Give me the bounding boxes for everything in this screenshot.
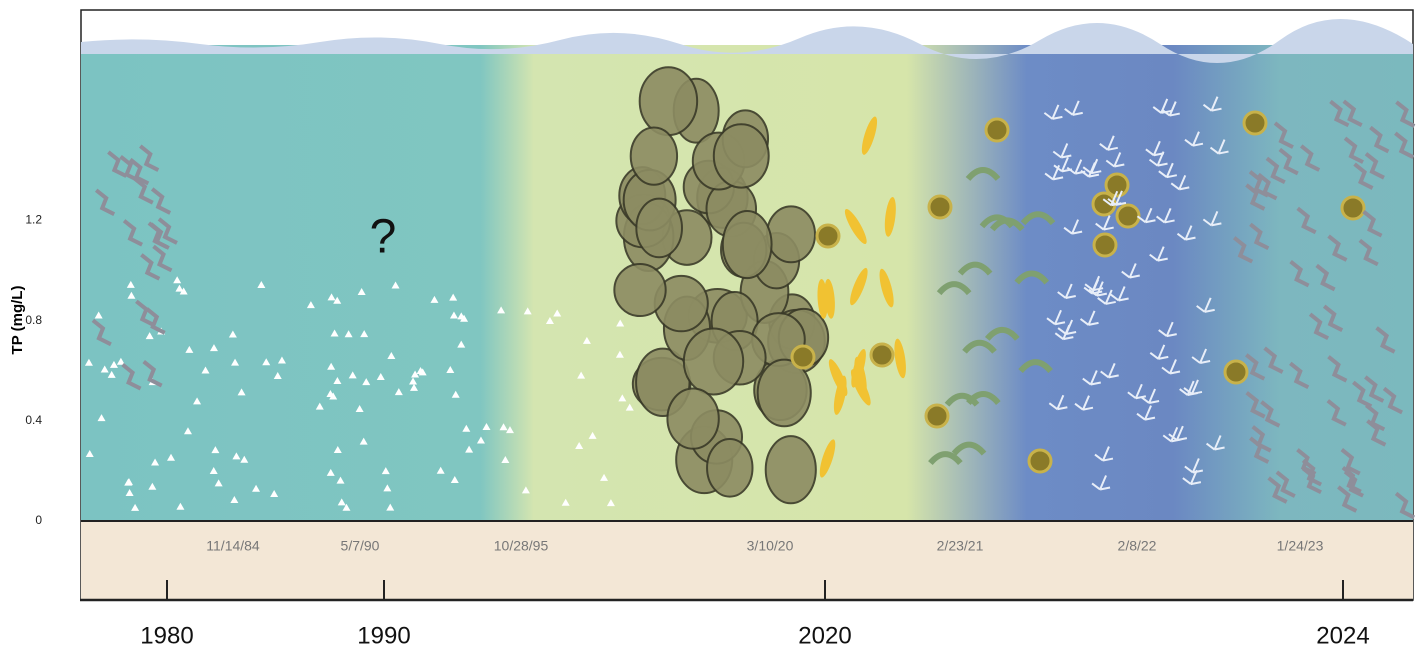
date-label: 11/14/84 [206,538,260,554]
cell [792,346,814,368]
colony [640,67,697,135]
y-tick-label: 0.8 [25,313,42,327]
cell [871,344,893,366]
cell [1094,234,1116,256]
year-label: 1980 [140,622,193,649]
colony [684,329,743,395]
colony [631,127,677,184]
colony [714,124,769,187]
colony [636,199,682,258]
y-axis-label: TP (mg/L) [9,286,26,355]
cell [1029,450,1051,472]
date-label: 2/8/22 [1118,538,1157,554]
y-tick-label: 0.4 [25,413,42,427]
y-tick-label: 0 [35,513,42,527]
infographic: TP (mg/L) ? 0 0.4 0.8 1.2 11/14/84 5/7/90 10/2… [0,0,1421,653]
colony [767,206,815,262]
colony [707,439,752,497]
cell [1225,361,1247,383]
date-label: 2/23/21 [937,538,984,554]
cell [1342,197,1364,219]
year-label: 2024 [1316,622,1369,649]
colony [614,264,665,316]
cell [1117,205,1139,227]
year-label: 2020 [798,622,851,649]
date-label: 10/28/95 [494,538,549,554]
colony [723,211,772,278]
cell [929,196,951,218]
colony [766,436,816,503]
date-label: 5/7/90 [341,538,380,554]
cell [926,405,948,427]
date-label: 1/24/23 [1277,538,1324,554]
date-label: 3/10/20 [747,538,794,554]
year-label: 1990 [357,622,410,649]
cell [986,119,1008,141]
colony [758,360,811,427]
y-tick-label: 1.2 [25,213,42,227]
colony [667,388,718,448]
annotation: ? [370,211,397,264]
cell [1244,112,1266,134]
sediment [81,521,1413,600]
cell [817,225,839,247]
